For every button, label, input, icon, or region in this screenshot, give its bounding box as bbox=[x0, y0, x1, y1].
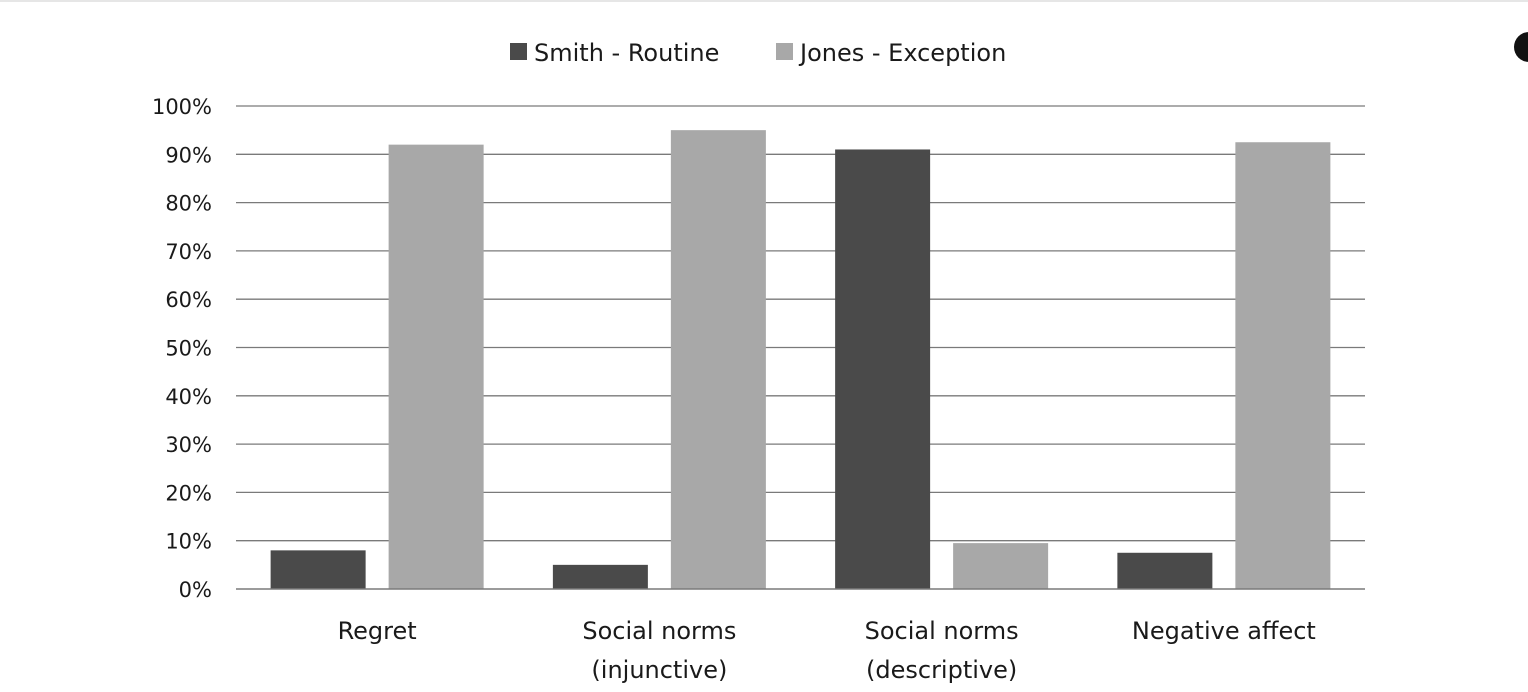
x-tick-label: Negative affect bbox=[1132, 617, 1316, 645]
y-tick-label: 0% bbox=[179, 578, 212, 602]
legend-label: Jones - Exception bbox=[798, 39, 1006, 67]
legend-swatch bbox=[510, 43, 527, 60]
x-tick-label: Social norms bbox=[865, 617, 1019, 645]
y-tick-label: 60% bbox=[165, 288, 212, 312]
y-tick-label: 90% bbox=[165, 143, 212, 167]
bar-jones-exception bbox=[670, 130, 766, 589]
x-tick-labels: Regret Social norms (injunctive) Social nor… bbox=[338, 617, 1316, 684]
bar-smith-routine bbox=[835, 149, 931, 589]
bar-jones-exception bbox=[388, 144, 484, 589]
legend-swatch bbox=[776, 43, 793, 60]
legend: Smith - Routine Jones - Exception bbox=[510, 39, 1006, 67]
top-border bbox=[0, 0, 1528, 2]
x-tick-label: (descriptive) bbox=[866, 656, 1017, 684]
y-tick-label: 30% bbox=[165, 433, 212, 457]
y-tick-label: 80% bbox=[165, 192, 212, 216]
y-tick-labels: 0% 10% 20% 30% 40% 50% 60% 70% 80% 90% 100% bbox=[152, 95, 212, 602]
y-tick-label: 20% bbox=[165, 481, 212, 505]
x-tick-label: Social norms bbox=[582, 617, 736, 645]
x-tick-label: (injunctive) bbox=[591, 656, 727, 684]
bar-jones-exception bbox=[953, 543, 1049, 589]
legend-label: Smith - Routine bbox=[534, 39, 719, 67]
bar-smith-routine bbox=[552, 564, 648, 589]
bar-smith-routine bbox=[270, 550, 366, 589]
bars bbox=[270, 130, 1331, 589]
y-tick-label: 70% bbox=[165, 240, 212, 264]
y-tick-label: 10% bbox=[165, 530, 212, 554]
y-tick-label: 100% bbox=[152, 95, 212, 119]
bar-smith-routine bbox=[1117, 552, 1213, 589]
bar-jones-exception bbox=[1235, 142, 1331, 589]
cropped-dot bbox=[1514, 32, 1528, 62]
y-tick-label: 50% bbox=[165, 337, 212, 361]
y-tick-label: 40% bbox=[165, 385, 212, 409]
x-tick-label: Regret bbox=[338, 617, 417, 645]
